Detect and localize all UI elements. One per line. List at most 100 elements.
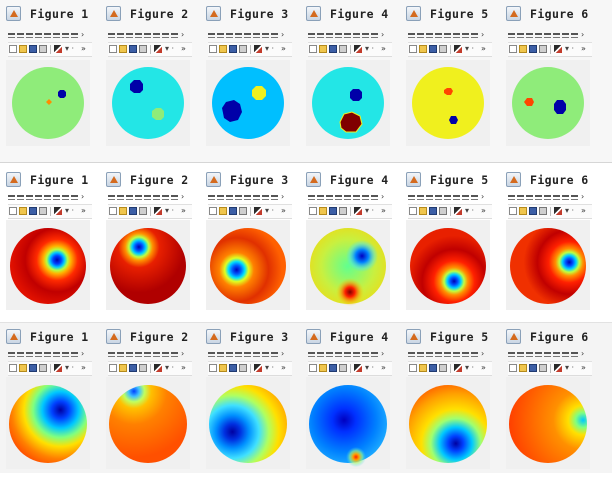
print-icon[interactable] (39, 364, 47, 372)
menu-item[interactable] (471, 33, 478, 38)
menu-item[interactable] (435, 33, 442, 38)
brush-icon[interactable] (54, 364, 62, 372)
new-figure-icon[interactable] (309, 364, 317, 372)
menu-item[interactable] (135, 352, 142, 357)
new-figure-icon[interactable] (209, 45, 217, 53)
print-icon[interactable] (539, 45, 547, 53)
print-icon[interactable] (339, 364, 347, 372)
figure-axes[interactable] (406, 377, 490, 469)
menu-item[interactable] (171, 195, 178, 200)
print-icon[interactable] (139, 45, 147, 53)
menu-overflow-icon[interactable]: › (581, 349, 585, 358)
menu-item[interactable] (353, 195, 360, 200)
menu-item[interactable] (335, 33, 342, 38)
figure-axes[interactable] (6, 220, 90, 310)
dropdown-arrow-icon[interactable]: ▾ · (265, 44, 275, 53)
open-file-icon[interactable] (319, 207, 327, 215)
menu-overflow-icon[interactable]: › (481, 349, 485, 358)
menu-item[interactable] (308, 195, 315, 200)
menu-item[interactable] (462, 352, 469, 357)
menu-item[interactable] (71, 195, 78, 200)
menu-item[interactable] (471, 195, 478, 200)
open-file-icon[interactable] (419, 45, 427, 53)
menu-item[interactable] (408, 33, 415, 38)
new-figure-icon[interactable] (109, 45, 117, 53)
menu-item[interactable] (208, 33, 215, 38)
menu-item[interactable] (562, 352, 569, 357)
figure-window[interactable]: Figure 2 › ▾ · » (104, 0, 204, 162)
window-titlebar[interactable]: Figure 5 (406, 170, 500, 190)
menu-item[interactable] (262, 33, 269, 38)
menu-item[interactable] (535, 352, 542, 357)
menu-item[interactable] (344, 352, 351, 357)
menu-item[interactable] (508, 352, 515, 357)
save-icon[interactable] (529, 207, 537, 215)
window-titlebar[interactable]: Figure 1 (6, 327, 100, 347)
more-tools-icon[interactable]: » (281, 44, 286, 53)
open-file-icon[interactable] (319, 45, 327, 53)
brush-icon[interactable] (354, 45, 362, 53)
brush-icon[interactable] (554, 207, 562, 215)
menu-item[interactable] (226, 195, 233, 200)
window-titlebar[interactable]: Figure 3 (206, 4, 300, 24)
menu-item[interactable] (135, 33, 142, 38)
save-icon[interactable] (529, 364, 537, 372)
more-tools-icon[interactable]: » (481, 206, 486, 215)
open-file-icon[interactable] (419, 364, 427, 372)
menu-item[interactable] (553, 195, 560, 200)
open-file-icon[interactable] (519, 364, 527, 372)
open-file-icon[interactable] (219, 364, 227, 372)
menu-item[interactable] (517, 33, 524, 38)
menu-item[interactable] (444, 352, 451, 357)
print-icon[interactable] (39, 45, 47, 53)
brush-icon[interactable] (154, 45, 162, 53)
menu-item[interactable] (408, 195, 415, 200)
menu-overflow-icon[interactable]: › (281, 192, 285, 201)
menu-item[interactable] (562, 195, 569, 200)
figure-axes[interactable] (306, 60, 390, 146)
menu-item[interactable] (108, 195, 115, 200)
figure-window[interactable]: Figure 1 › ▾ · » (4, 166, 104, 316)
menu-bar[interactable]: › (8, 349, 90, 360)
more-tools-icon[interactable]: » (81, 206, 86, 215)
menu-overflow-icon[interactable]: › (181, 30, 185, 39)
menu-item[interactable] (153, 195, 160, 200)
brush-icon[interactable] (54, 207, 62, 215)
menu-bar[interactable]: › (8, 192, 90, 203)
dropdown-arrow-icon[interactable]: ▾ · (65, 363, 75, 372)
save-icon[interactable] (329, 364, 337, 372)
dropdown-arrow-icon[interactable]: ▾ · (465, 363, 475, 372)
menu-item[interactable] (453, 352, 460, 357)
figure-window[interactable]: Figure 1 › ▾ · » (4, 0, 104, 162)
figure-window[interactable]: Figure 4 › ▾ · » (304, 166, 404, 316)
menu-item[interactable] (35, 352, 42, 357)
figure-window[interactable]: Figure 4 › ▾ · » (304, 323, 404, 473)
figure-window[interactable]: Figure 6 › ▾ · » (504, 0, 604, 162)
menu-item[interactable] (244, 33, 251, 38)
menu-item[interactable] (144, 33, 151, 38)
menu-item[interactable] (217, 33, 224, 38)
save-icon[interactable] (529, 45, 537, 53)
window-titlebar[interactable]: Figure 5 (406, 327, 500, 347)
new-figure-icon[interactable] (409, 207, 417, 215)
dropdown-arrow-icon[interactable]: ▾ · (65, 44, 75, 53)
menu-item[interactable] (126, 195, 133, 200)
menu-item[interactable] (571, 33, 578, 38)
menu-bar[interactable]: › (408, 30, 490, 41)
menu-item[interactable] (535, 195, 542, 200)
menu-item[interactable] (562, 33, 569, 38)
dropdown-arrow-icon[interactable]: ▾ · (265, 363, 275, 372)
menu-item[interactable] (217, 352, 224, 357)
save-icon[interactable] (129, 207, 137, 215)
menu-item[interactable] (62, 352, 69, 357)
menu-item[interactable] (244, 195, 251, 200)
new-figure-icon[interactable] (309, 45, 317, 53)
figure-axes[interactable] (406, 220, 490, 310)
menu-item[interactable] (17, 352, 24, 357)
menu-overflow-icon[interactable]: › (481, 192, 485, 201)
window-titlebar[interactable]: Figure 3 (206, 327, 300, 347)
menu-item[interactable] (44, 195, 51, 200)
menu-item[interactable] (208, 195, 215, 200)
save-icon[interactable] (429, 207, 437, 215)
menu-item[interactable] (8, 352, 15, 357)
